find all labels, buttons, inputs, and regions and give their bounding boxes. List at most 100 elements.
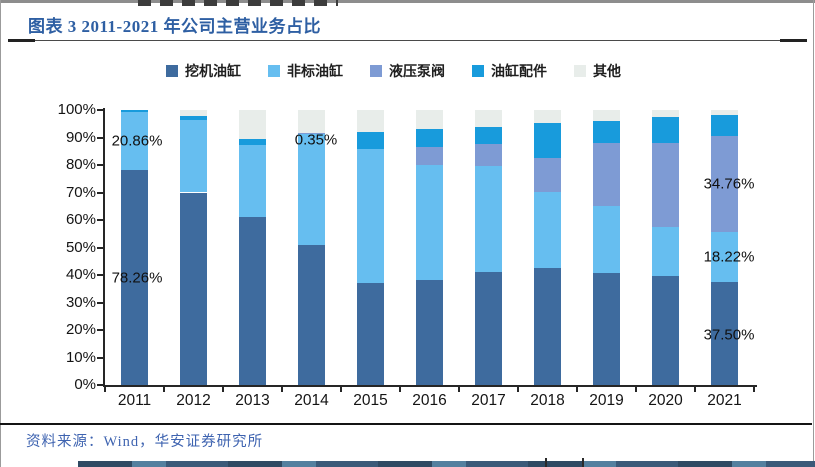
bar-segment-油缸配件-2018 [534,122,561,158]
bar-segment-其他-2012 [180,110,207,116]
x-axis-tick [694,386,696,392]
x-axis-label-2013: 2013 [235,392,270,409]
bar-segment-其他-2014 [298,110,325,133]
figure-title: 图表 3 2011-2021 年公司主营业务占比 [28,17,321,36]
bar-segment-挖机油缸-2013 [239,217,266,385]
y-axis-label: 40% [65,266,96,283]
bar-segment-油缸配件-2013 [239,138,266,145]
bar-segment-油缸配件-2016 [416,129,443,148]
y-axis-label: 50% [65,238,96,256]
bar-segment-液压泵阀-2017 [475,144,502,167]
y-axis-tick [97,384,104,386]
y-axis-label: 0% [74,376,96,393]
bar-segment-挖机油缸-2017 [475,272,502,385]
bar-segment-非标油缸-2018 [534,191,561,268]
bar-segment-非标油缸-2021 [711,231,738,282]
bar-segment-油缸配件-2011 [121,110,148,113]
x-axis-label-2015: 2015 [353,392,388,409]
bar-segment-油缸配件-2017 [475,127,502,145]
bar-segment-非标油缸-2013 [239,144,266,218]
bar-segment-挖机油缸-2018 [534,267,561,385]
bar-segment-油缸配件-2021 [711,114,738,137]
x-axis-label-2019: 2019 [589,392,624,409]
y-axis-label: 20% [65,321,96,338]
x-axis-label-2021: 2021 [707,392,742,409]
y-axis-tick [97,356,104,359]
bar-segment-其他-2018 [534,110,561,123]
bar-segment-挖机油缸-2020 [652,275,679,385]
bar-segment-其他-2013 [239,110,266,139]
title-divider-end-right [780,39,807,42]
legend-swatch-icon [166,65,178,77]
page-crop-bottom-strip [78,461,815,467]
legend-item-0: 挖机油缸 [166,61,241,81]
page-crop-separator [582,458,584,467]
x-axis-tick [340,386,342,392]
y-axis-tick [97,246,104,249]
x-axis-tick [576,386,578,392]
y-axis-tick [97,164,104,166]
bar-segment-挖机油缸-2021 [711,281,738,385]
bar-segment-油缸配件-2015 [357,132,384,150]
y-axis-label: 90% [65,128,96,146]
bar-segment-其他-2019 [593,110,620,121]
bar-segment-挖机油缸-2016 [416,279,443,385]
x-axis-label-2011: 2011 [117,392,152,409]
x-axis-label-2017: 2017 [471,392,506,409]
legend-label: 非标油缸 [287,65,343,80]
y-axis-tick [97,109,104,111]
title-divider-end-left [8,39,35,42]
data-label-1: 78.26% [111,269,163,287]
x-axis-label-2016: 2016 [412,392,447,409]
y-axis-tick [97,329,104,331]
bar-segment-非标油缸-2015 [357,149,384,283]
x-axis-tick [753,386,755,392]
legend-swatch-icon [472,65,484,77]
footer-divider [0,423,812,425]
legend-item-4: 其他 [574,61,621,81]
data-label-2: 0.35% [294,131,338,149]
bar-segment-其他-2015 [357,110,384,132]
bar-segment-非标油缸-2014 [298,133,325,246]
x-axis-label-2012: 2012 [176,392,211,409]
legend-label: 液压泵阀 [389,65,445,80]
bar-segment-非标油缸-2020 [652,226,679,276]
bar-segment-挖机油缸-2019 [593,273,620,385]
data-label-4: 18.22% [703,248,755,266]
legend-item-1: 非标油缸 [268,61,343,81]
cropped-text-fragment [138,0,338,6]
bar-segment-挖机油缸-2012 [180,192,207,385]
y-axis-label: 30% [65,293,96,311]
x-axis-tick [635,386,637,392]
bar-segment-挖机油缸-2014 [298,245,325,385]
bar-segment-非标油缸-2011 [121,112,148,170]
data-label-3: 34.76% [703,175,755,193]
bar-segment-液压泵阀-2019 [593,143,620,206]
y-axis-label: 10% [65,348,96,366]
bar-segment-液压泵阀-2021 [711,136,738,232]
x-axis-tick [517,386,519,392]
data-source-note: 资料来源：Wind，华安证券研究所 [26,434,264,450]
bar-segment-挖机油缸-2015 [357,282,384,385]
bar-segment-非标油缸-2016 [416,165,443,280]
chart-legend: 挖机油缸 非标油缸 液压泵阀 油缸配件 其他 [166,61,621,81]
bar-segment-液压泵阀-2014 [298,132,325,134]
bar-segment-其他-2021 [711,110,738,115]
y-axis-label: 100% [57,101,96,118]
legend-label: 油缸配件 [491,65,547,80]
x-axis-tick [281,386,283,392]
legend-label: 其他 [593,65,621,80]
bar-segment-液压泵阀-2020 [652,143,679,227]
bar-segment-液压泵阀-2016 [416,147,443,165]
legend-swatch-icon [574,65,586,77]
legend-swatch-icon [268,65,280,77]
y-axis-tick [97,191,104,194]
bar-segment-其他-2016 [416,110,443,130]
x-axis-label-2018: 2018 [530,392,565,409]
data-label-0: 20.86% [111,132,163,150]
x-axis-label-2014: 2014 [294,392,329,409]
bar-segment-油缸配件-2020 [652,116,679,143]
legend-item-3: 油缸配件 [472,61,547,81]
y-axis-label: 70% [65,183,96,201]
